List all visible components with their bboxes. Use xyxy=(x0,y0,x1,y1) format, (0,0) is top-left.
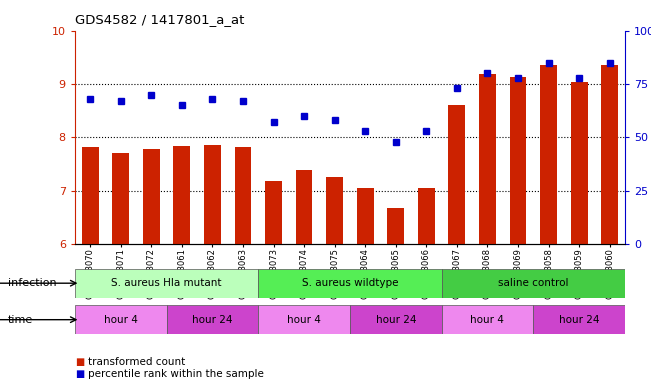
Text: hour 24: hour 24 xyxy=(192,314,232,325)
Bar xyxy=(418,188,435,244)
Text: hour 24: hour 24 xyxy=(376,314,416,325)
Bar xyxy=(296,170,312,244)
Text: hour 4: hour 4 xyxy=(287,314,321,325)
Text: time: time xyxy=(8,315,33,325)
Bar xyxy=(510,77,527,244)
Text: hour 24: hour 24 xyxy=(559,314,600,325)
Bar xyxy=(173,146,190,244)
Bar xyxy=(441,305,533,334)
Text: transformed count: transformed count xyxy=(88,357,185,367)
Text: S. aureus wildtype: S. aureus wildtype xyxy=(301,278,398,288)
Bar xyxy=(258,269,441,298)
Bar xyxy=(479,74,496,244)
Bar xyxy=(258,305,350,334)
Bar xyxy=(75,269,258,298)
Text: infection: infection xyxy=(8,278,57,288)
Bar xyxy=(75,305,167,334)
Text: percentile rank within the sample: percentile rank within the sample xyxy=(88,369,264,379)
Bar xyxy=(449,105,465,244)
Bar xyxy=(350,305,441,334)
Bar xyxy=(265,181,282,244)
Text: ■: ■ xyxy=(75,357,84,367)
Bar xyxy=(113,153,129,244)
Bar xyxy=(441,269,625,298)
Bar xyxy=(540,65,557,244)
Bar xyxy=(571,83,587,244)
Bar xyxy=(167,305,258,334)
Bar xyxy=(82,147,98,244)
Bar xyxy=(143,149,159,244)
Text: hour 4: hour 4 xyxy=(471,314,505,325)
Text: S. aureus Hla mutant: S. aureus Hla mutant xyxy=(111,278,222,288)
Bar xyxy=(387,208,404,244)
Text: ■: ■ xyxy=(75,369,84,379)
Text: saline control: saline control xyxy=(498,278,568,288)
Bar xyxy=(234,147,251,244)
Bar xyxy=(204,145,221,244)
Text: GDS4582 / 1417801_a_at: GDS4582 / 1417801_a_at xyxy=(75,13,244,26)
Bar xyxy=(602,65,618,244)
Bar xyxy=(357,188,374,244)
Text: hour 4: hour 4 xyxy=(104,314,137,325)
Bar xyxy=(326,177,343,244)
Bar xyxy=(533,305,625,334)
